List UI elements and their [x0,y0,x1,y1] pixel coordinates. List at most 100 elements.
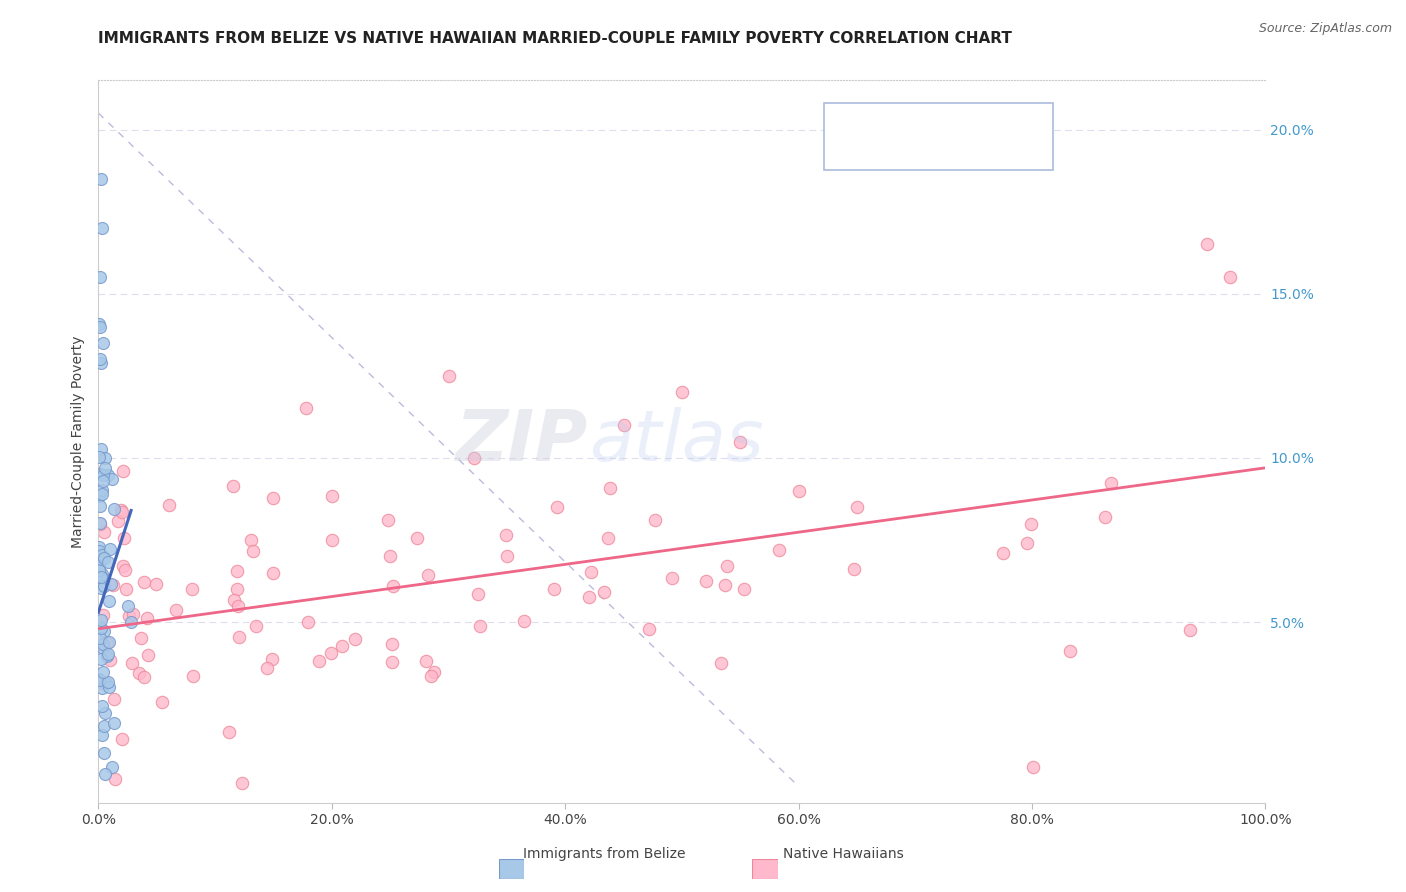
Point [90,549,112,563]
Point [89,672,111,686]
Point [90,442,112,457]
Point [129,631,152,645]
Point [112,464,135,478]
Point [181,669,204,683]
Point [134,669,156,683]
Point [91,335,114,350]
Text: Native Hawaiians: Native Hawaiians [783,847,904,861]
Point [260,652,283,666]
Point [87,544,110,558]
Point [308,654,330,668]
Point [240,533,263,547]
Point [671,385,693,400]
Text: Source: ZipAtlas.com: Source: ZipAtlas.com [1258,22,1392,36]
Point [1195,237,1218,252]
Point [87,560,110,574]
Point [101,578,124,592]
Point [87,562,110,576]
Point [91,698,114,713]
Point [513,614,536,628]
Point [87,489,110,503]
Text: ZIP: ZIP [457,407,589,476]
Point [495,528,517,542]
Point [121,656,143,670]
Point [89,673,111,687]
Point [380,549,402,564]
Point [256,661,278,675]
Point [226,582,249,597]
Point [128,665,150,680]
Point [644,512,666,526]
Point [90,581,112,595]
Point [242,544,264,558]
Point [94,706,117,720]
Point [592,585,614,599]
Point [117,599,139,613]
Point [1019,516,1042,531]
Point [98,541,121,556]
Point [991,546,1014,560]
Point [406,531,429,545]
Point [93,640,115,655]
Point [98,653,121,667]
Text: R = 0.099: R = 0.099 [870,113,946,128]
Text: N =  67: N = 67 [974,113,1031,128]
Point [104,772,127,787]
Point [89,614,111,628]
Point [297,615,319,630]
Point [91,637,114,651]
Point [90,483,112,497]
Point [218,725,240,739]
Point [714,578,737,592]
Point [787,483,810,498]
Point [98,634,121,648]
Point [1178,623,1201,637]
Text: N = 106: N = 106 [974,144,1036,158]
Point [112,558,135,573]
Point [93,551,115,566]
Point [222,593,245,607]
Point [89,631,111,645]
Point [134,574,156,589]
Text: R = 0.233: R = 0.233 [870,144,948,158]
Text: IMMIGRANTS FROM BELIZE VS NATIVE HAWAIIAN MARRIED-COUPLE FAMILY POVERTY CORRELAT: IMMIGRANTS FROM BELIZE VS NATIVE HAWAIIA… [98,31,1012,46]
Point [97,594,120,608]
Point [467,587,489,601]
Point [90,621,112,635]
Point [638,622,661,636]
Point [579,565,602,579]
Point [93,665,115,679]
Point [120,615,142,630]
Point [661,571,683,585]
Point [97,467,120,482]
Point [93,624,115,638]
Point [596,532,619,546]
Point [344,632,367,646]
Bar [831,139,862,162]
Point [377,513,399,527]
Point [101,760,124,774]
Point [381,655,404,669]
Point [94,675,117,690]
Point [496,549,519,564]
Point [710,656,733,670]
Point [89,319,111,334]
Point [165,603,187,617]
Point [93,524,115,539]
Point [118,608,141,623]
Point [844,562,866,576]
Point [1059,644,1081,658]
Point [437,368,460,383]
Point [382,579,405,593]
Point [1094,509,1116,524]
Point [330,639,353,653]
Point [733,582,755,597]
Point [96,649,118,664]
Point [295,401,318,415]
Point [262,566,284,580]
Point [423,665,446,680]
Point [97,648,120,662]
Point [716,558,738,573]
Point [90,681,112,695]
Point [136,648,159,662]
